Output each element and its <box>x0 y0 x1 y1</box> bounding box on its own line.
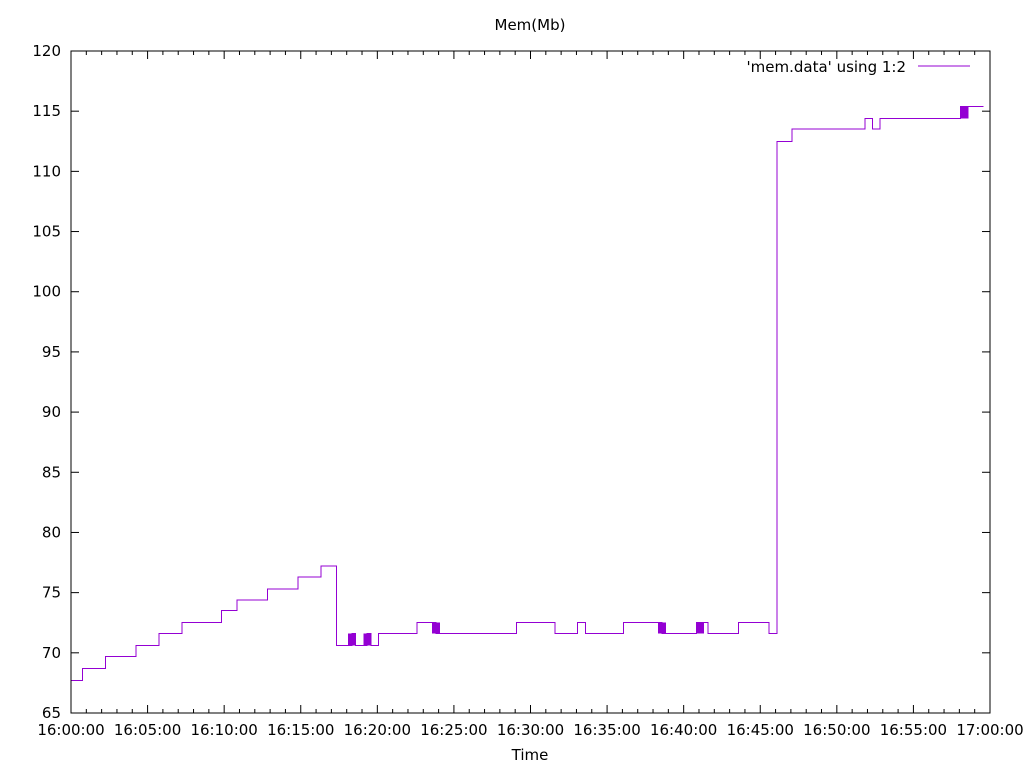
series-burst-block <box>960 106 969 119</box>
y-tick-label: 75 <box>42 584 61 602</box>
y-tick-label: 105 <box>32 223 61 241</box>
y-tick-label: 95 <box>42 343 61 361</box>
plot-frame <box>70 50 991 714</box>
y-tick-label: 110 <box>32 162 61 180</box>
x-tick-label: 16:40:00 <box>650 721 717 739</box>
y-tick-label: 120 <box>32 42 61 60</box>
x-tick-label: 16:55:00 <box>880 721 947 739</box>
x-tick-label: 16:20:00 <box>344 721 411 739</box>
series-burst-block <box>432 622 440 634</box>
y-tick-label: 100 <box>32 283 61 301</box>
x-tick-label: 16:10:00 <box>190 721 257 739</box>
x-tick-label: 16:05:00 <box>114 721 181 739</box>
chart-title: Mem(Mb) <box>495 16 566 34</box>
series-line <box>71 105 984 681</box>
x-tick-label: 16:45:00 <box>727 721 794 739</box>
y-tick-label: 65 <box>42 704 61 722</box>
x-tick-label: 16:00:00 <box>37 721 104 739</box>
y-tick-label: 115 <box>32 102 61 120</box>
legend-entry-label: 'mem.data' using 1:2 <box>747 58 906 76</box>
series-burst-block <box>696 622 705 634</box>
plot-area <box>71 105 984 681</box>
x-tick-label: 16:30:00 <box>497 721 564 739</box>
series-burst-block <box>658 622 666 634</box>
y-tick-label: 80 <box>42 523 61 541</box>
y-tick-label: 70 <box>42 644 61 662</box>
series-burst-block <box>347 633 356 646</box>
x-tick-label: 16:50:00 <box>803 721 870 739</box>
x-tick-label: 16:25:00 <box>420 721 487 739</box>
x-tick-label: 17:00:00 <box>956 721 1023 739</box>
x-tick-label: 16:15:00 <box>267 721 334 739</box>
x-tick-label: 16:35:00 <box>573 721 640 739</box>
axis-ticks <box>70 50 991 714</box>
y-tick-label: 85 <box>42 463 61 481</box>
series-burst-block <box>363 633 371 646</box>
x-axis-label: Time <box>511 746 549 764</box>
legend: 'mem.data' using 1:2 <box>747 58 970 76</box>
y-tick-label: 90 <box>42 403 61 421</box>
